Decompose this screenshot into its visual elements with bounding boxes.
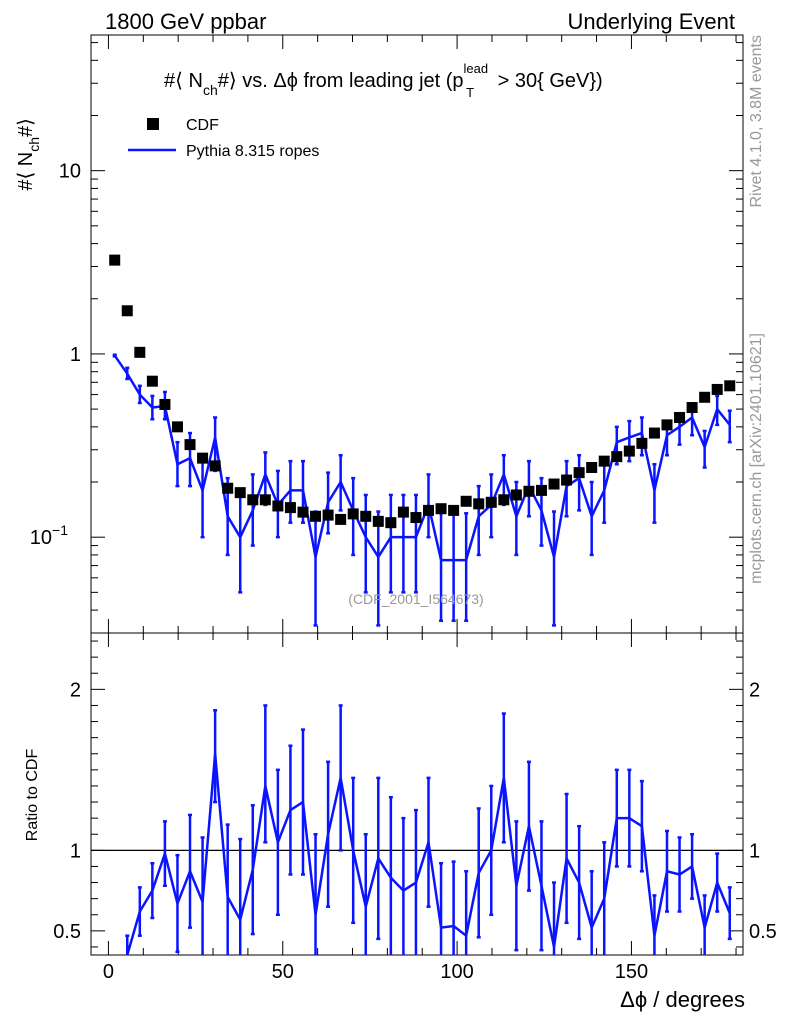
cdf-data-point <box>435 503 447 515</box>
cdf-data-point <box>498 494 510 506</box>
ylabel-part-pre: #⟨ N <box>15 152 37 191</box>
cdf-data-point <box>586 462 598 474</box>
main-ytick-label-base: 10 <box>30 527 52 549</box>
cdf-data-point <box>335 513 347 525</box>
xlabel: Δϕ / degrees <box>620 987 745 1012</box>
header-left: 1800 GeV ppbar <box>105 9 266 34</box>
data-series <box>109 254 736 529</box>
cdf-data-point <box>623 445 635 457</box>
cdf-data-point <box>372 515 384 527</box>
ratio-series <box>125 704 732 956</box>
mc-line <box>113 354 731 562</box>
ratio-ytick-label-left: 1 <box>70 840 81 862</box>
cdf-data-point <box>222 482 234 494</box>
cdf-data-point <box>485 496 497 508</box>
main-ylabel: #⟨ Nch#⟩ <box>15 118 42 191</box>
ratio-ytick-label-right: 2 <box>749 679 760 701</box>
cdf-data-point <box>109 254 121 266</box>
ylabel-part-sub: ch <box>26 137 42 152</box>
cdf-data-point <box>184 439 196 451</box>
mc-series <box>112 353 732 627</box>
cdf-data-point <box>448 504 460 516</box>
cdf-data-point <box>636 437 648 449</box>
cdf-data-point <box>134 346 146 358</box>
cdf-data-point <box>247 494 259 506</box>
cdf-data-point <box>423 504 435 516</box>
cdf-data-point <box>523 485 535 497</box>
cdf-data-point <box>611 451 623 463</box>
ratio-panel: 0.5 0.5 1 1 2 2 0 50 100 150 <box>53 632 777 983</box>
cdf-data-point <box>159 398 171 410</box>
xtick-label: 100 <box>440 961 473 983</box>
cdf-data-point <box>473 498 485 510</box>
cdf-data-point <box>561 474 573 486</box>
cdf-data-point <box>410 512 422 524</box>
cdf-data-point <box>322 509 334 521</box>
cdf-data-point <box>121 305 133 317</box>
title-part-mid: #⟩ vs. Δϕ from leading jet (p <box>218 70 464 92</box>
cdf-data-point <box>535 484 547 496</box>
cdf-data-point <box>573 467 585 479</box>
title-part-sub1: ch <box>203 82 218 98</box>
cdf-data-point <box>724 380 736 392</box>
cdf-data-point <box>460 495 472 507</box>
xtick-label: 150 <box>615 961 648 983</box>
cdf-data-point <box>385 517 397 529</box>
mcplots-label: mcplots.cern.ch [arXiv:2401.10621] <box>748 333 765 584</box>
title-part-sub2: T <box>466 85 474 100</box>
main-ytick-label-exp: −1 <box>52 522 68 538</box>
main-title: #⟨ Nch#⟩ vs. Δϕ from leading jet (plead T… <box>164 61 603 100</box>
cdf-data-point <box>234 487 246 499</box>
ratio-ytick-label-right: 1 <box>749 840 760 862</box>
ratio-ytick-label-left: 0.5 <box>53 921 81 943</box>
cdf-data-point <box>310 510 322 522</box>
cdf-data-point <box>699 391 711 403</box>
cdf-data-point <box>661 419 673 431</box>
main-ytick-label: 10 <box>59 161 81 183</box>
rivet-version-label: Rivet 4.1.0, 3.8M events <box>748 35 765 208</box>
cdf-data-point <box>284 502 296 514</box>
cdf-data-point <box>360 510 372 522</box>
analysis-watermark: (CDF_2001_I564673) <box>348 591 483 607</box>
xtick-label: 50 <box>272 961 294 983</box>
main-ytick-label: 1 <box>70 344 81 366</box>
cdf-data-point <box>397 506 409 518</box>
ratio-ylabel: Ratio to CDF <box>24 749 41 842</box>
xtick-label: 0 <box>103 961 114 983</box>
ylabel-part-post: #⟩ <box>15 118 37 137</box>
header-right: Underlying Event <box>567 9 735 34</box>
ratio-ytick-label-left: 2 <box>70 679 81 701</box>
cdf-data-point <box>548 478 560 490</box>
ratio-axis-ticks: 0.5 0.5 1 1 2 2 0 50 100 150 <box>53 633 777 983</box>
cdf-data-point <box>510 489 522 501</box>
legend: CDF Pythia 8.315 ropes <box>128 117 319 160</box>
cdf-data-point <box>648 427 660 439</box>
cdf-data-point <box>297 506 309 518</box>
title-part-pre: #⟨ N <box>164 70 203 92</box>
cdf-data-point <box>598 455 610 467</box>
cdf-data-point <box>347 508 359 520</box>
cdf-data-point <box>686 402 698 414</box>
title-part-post: > 30{ GeV}) <box>492 70 603 92</box>
cdf-data-point <box>209 460 221 472</box>
cdf-data-point <box>674 411 686 423</box>
legend-label-cdf: CDF <box>186 117 219 134</box>
cdf-data-point <box>259 494 271 506</box>
legend-marker-cdf <box>147 118 159 130</box>
cdf-data-point <box>711 383 723 395</box>
cdf-data-point <box>272 500 284 512</box>
cdf-data-point <box>171 421 183 433</box>
cdf-data-point <box>197 452 209 464</box>
title-part-sup: lead <box>464 61 489 76</box>
ratio-ytick-label-right: 0.5 <box>749 921 777 943</box>
legend-label-mc: Pythia 8.315 ropes <box>186 143 319 160</box>
cdf-data-point <box>146 375 158 387</box>
main-ytick-label: 10−1 <box>30 522 68 549</box>
